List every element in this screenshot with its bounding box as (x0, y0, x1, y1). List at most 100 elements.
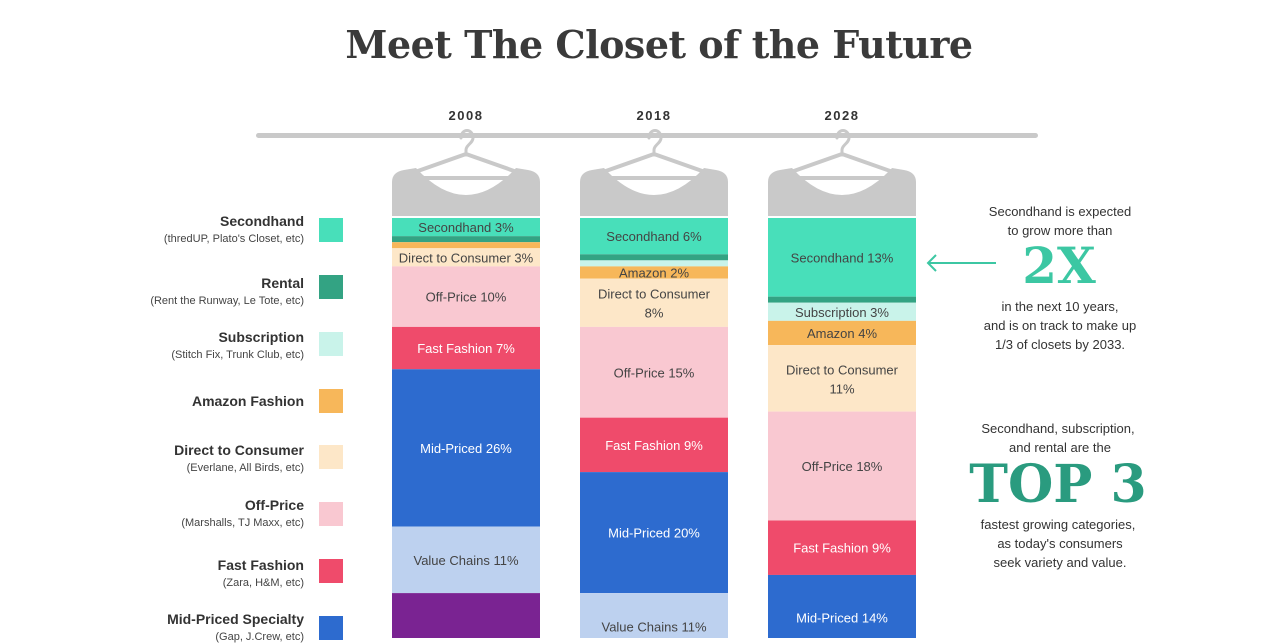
legend-swatch (319, 389, 343, 413)
garment-top (392, 168, 540, 216)
legend-sublabel: (Rent the Runway, Le Tote, etc) (150, 295, 304, 307)
legend-sublabel: (Everlane, All Birds, etc) (186, 462, 304, 474)
segment-label: Value Chains 11% (413, 553, 518, 568)
bar-segment (580, 417, 728, 473)
bar-segment (768, 411, 916, 521)
legend-item: Secondhand (thredUP, Plato's Closet, etc) (164, 213, 304, 245)
hanger-icon (584, 152, 724, 180)
hanger-hook-icon (459, 129, 475, 157)
bar-segment (768, 302, 916, 321)
bar-segment (580, 266, 728, 279)
arrow-left-icon (926, 254, 996, 272)
callout1-line2: to grow more than (1007, 223, 1113, 238)
hanging-rod (256, 133, 1038, 138)
legend-item: Off-Price (Marshalls, TJ Maxx, etc) (181, 497, 304, 529)
callout1-big: 2X (1022, 236, 1096, 295)
bar-segment (392, 369, 540, 527)
legend-label: Amazon Fashion (191, 393, 304, 409)
segment-label: Secondhand 3% (418, 220, 514, 235)
bar-segment (580, 278, 728, 327)
bar-segment (392, 526, 540, 594)
callout2-line5: seek variety and value. (993, 555, 1127, 570)
year-label: 2008 (449, 108, 484, 123)
legend-sublabel: (Zara, H&M, etc) (222, 577, 304, 589)
segment-label: Mid-Priced 14% (796, 610, 888, 625)
legend-label: Secondhand (219, 213, 304, 229)
segment-label: Secondhand 6% (606, 229, 702, 244)
legend-label: Direct to Consumer (174, 442, 304, 458)
callout2-line1: Secondhand, subscription, (981, 421, 1135, 436)
bar-segment (580, 218, 728, 255)
callout2-line3: fastest growing categories, (980, 517, 1136, 532)
legend-swatch (319, 445, 343, 469)
legend-item: Mid-Priced Specialty (Gap, J.Crew, etc) (167, 611, 304, 643)
legend-label: Fast Fashion (217, 557, 304, 573)
legend-sublabel: (Stitch Fix, Trunk Club, etc) (171, 349, 304, 361)
segment-label: Subscription 3% (795, 305, 889, 320)
legend-swatch (319, 616, 343, 640)
segment-label: Off-Price 15% (614, 365, 695, 380)
segment-label: Off-Price 18% (802, 459, 883, 474)
bar-segment (768, 574, 916, 638)
segment-label: 8% (645, 306, 664, 321)
segment-label: Fast Fashion 7% (417, 341, 515, 356)
segment-label: Amazon 2% (619, 265, 690, 280)
callout1-line5: 1/3 of closets by 2033. (994, 337, 1126, 352)
segment-label: Direct to Consumer 3% (399, 250, 534, 265)
legend-label: Rental (261, 275, 304, 291)
segment-label: Amazon 4% (807, 326, 878, 341)
legend-item: Subscription (Stitch Fix, Trunk Club, etc… (171, 329, 304, 361)
legend-sublabel: (Gap, J.Crew, etc) (215, 631, 304, 643)
bar-segment (768, 218, 916, 297)
segment-label: Fast Fashion 9% (793, 541, 891, 556)
callout1-line3: in the next 10 years, (1001, 299, 1119, 314)
legend-swatch (319, 502, 343, 526)
callout2-line2: and rental are the (1009, 440, 1111, 455)
bar-segment (580, 260, 728, 267)
bar-segment (392, 266, 540, 327)
hanger-hook-icon (835, 129, 851, 157)
legend-swatch (319, 218, 343, 242)
segment-label: Fast Fashion 9% (605, 438, 703, 453)
segment-label: Direct to Consumer (598, 287, 711, 302)
garment-top (768, 168, 916, 216)
year-label: 2018 (637, 108, 672, 123)
legend-sublabel: (Marshalls, TJ Maxx, etc) (181, 517, 304, 529)
segment-label: Direct to Consumer (786, 362, 899, 377)
callout1-line1: Secondhand is expected (988, 204, 1132, 219)
legend-swatch (319, 559, 343, 583)
bar-segment (768, 296, 916, 303)
bar-segment (392, 218, 540, 237)
bar-segment (580, 326, 728, 418)
hanger-icon (396, 152, 536, 180)
bar-segment (580, 254, 728, 261)
segment-label: Secondhand 13% (791, 250, 894, 265)
bar-segment (768, 320, 916, 346)
legend-label: Subscription (218, 329, 304, 345)
bar-segment (392, 593, 540, 638)
legend-item: Amazon Fashion (192, 393, 304, 409)
legend-label: Off-Price (244, 497, 304, 513)
segment-label: Off-Price 10% (426, 290, 507, 305)
hanger-hook-icon (647, 129, 663, 157)
bar-segment (768, 520, 916, 575)
segment-label: Value Chains 11% (601, 619, 706, 634)
callout2-line4: as today's consumers (997, 536, 1123, 551)
bar-segment (580, 472, 728, 594)
bar-segment (392, 236, 540, 243)
bar-segment (768, 345, 916, 412)
legend-swatch (319, 275, 343, 299)
segment-label: Mid-Priced 20% (608, 526, 700, 541)
garment-top (580, 168, 728, 216)
hanger-icon (772, 152, 912, 180)
callout2-big: TOP 3 (969, 454, 1147, 515)
legend-swatch (319, 332, 343, 356)
callout1-line4: and is on track to make up (983, 318, 1137, 333)
bar-segment (580, 593, 728, 638)
legend-sublabel: (thredUP, Plato's Closet, etc) (163, 233, 304, 245)
legend-item: Direct to Consumer (Everlane, All Birds, … (174, 442, 304, 474)
legend-item: Fast Fashion (Zara, H&M, etc) (218, 557, 304, 589)
legend-item: Rental (Rent the Runway, Le Tote, etc) (150, 275, 304, 307)
bar-segment (392, 248, 540, 267)
